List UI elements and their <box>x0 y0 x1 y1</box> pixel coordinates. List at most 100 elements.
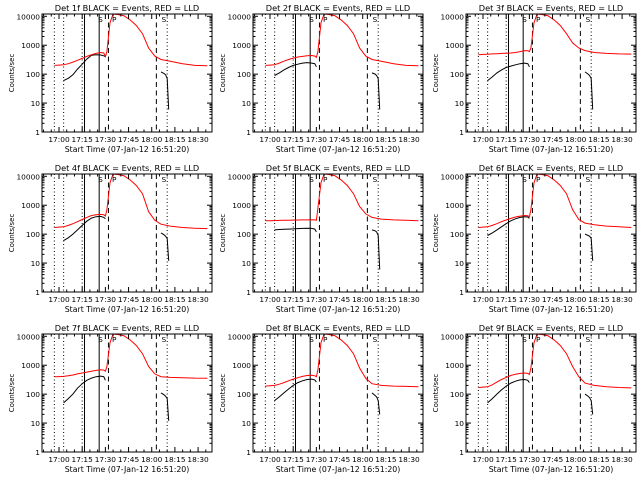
y-tick-label: 10 <box>455 99 465 108</box>
plot-frame <box>465 13 637 133</box>
x-tick-label: 18:30 <box>611 455 633 464</box>
x-tick-label: 18:15 <box>588 135 610 144</box>
x-axis-title: Start Time (07-Jan-12 16:51:20) <box>489 465 614 474</box>
series-events <box>63 375 170 421</box>
x-tick-label: 17:30 <box>95 295 117 304</box>
x-tick-label: 18:15 <box>375 135 397 144</box>
series-line-lld <box>54 174 208 230</box>
series-line-lld <box>478 334 632 389</box>
y-tick-label: 1 <box>246 448 251 457</box>
x-tick-label: 17:45 <box>118 455 140 464</box>
y-tick-label: 1 <box>35 448 40 457</box>
series-events <box>274 62 381 110</box>
panel-title: Det 9f BLACK = Events, RED = LLD <box>479 323 623 333</box>
series-line-events-tail <box>160 71 170 110</box>
y-axis-title: Counts/sec <box>219 374 227 413</box>
panel-title: Det 6f BLACK = Events, RED = LLD <box>479 163 623 173</box>
series-line-events <box>63 54 106 82</box>
x-tick-label: 17:15 <box>283 295 305 304</box>
x-tick-label: 18:00 <box>352 135 374 144</box>
x-tick-label: 17:45 <box>329 295 351 304</box>
series-events <box>487 62 594 110</box>
y-tick-label: 10 <box>242 99 252 108</box>
x-axis-title: Start Time (07-Jan-12 16:51:20) <box>489 145 614 154</box>
y-axis-title: Counts/sec <box>432 54 440 93</box>
y-tick-label: 10 <box>242 259 252 268</box>
y-tick-label: 10000 <box>227 172 251 181</box>
y-axis-title: Counts/sec <box>432 214 440 253</box>
x-tick-label: 18:15 <box>375 295 397 304</box>
attenuator-marker: S <box>585 335 590 344</box>
y-axis-title: Counts/sec <box>8 374 16 413</box>
panel-title: Det 5f BLACK = Events, RED = LLD <box>266 163 410 173</box>
series-line-lld <box>265 334 419 388</box>
y-tick-label: 1000 <box>21 41 40 50</box>
attenuator-marker: P <box>323 175 328 184</box>
plot-frame <box>465 333 637 453</box>
series-events <box>487 378 594 415</box>
x-tick-label: 17:30 <box>95 455 117 464</box>
x-tick-label: 17:45 <box>329 135 351 144</box>
y-tick-label: 10000 <box>440 12 464 21</box>
y-tick-label: 10 <box>31 419 41 428</box>
y-tick-label: 10000 <box>440 172 464 181</box>
x-axis-title: Start Time (07-Jan-12 16:51:20) <box>65 465 190 474</box>
series-line-events-tail <box>371 392 381 415</box>
x-tick-label: 18:00 <box>565 295 587 304</box>
attenuator-marker: S <box>372 335 377 344</box>
y-tick-label: 1000 <box>21 361 40 370</box>
y-tick-label: 100 <box>450 390 464 399</box>
x-tick-label: 17:15 <box>496 295 518 304</box>
x-tick-label: 18:15 <box>375 455 397 464</box>
plot-frame <box>41 333 213 453</box>
x-tick-label: 17:45 <box>118 295 140 304</box>
series-line-lld <box>478 174 632 228</box>
x-tick-label: 17:45 <box>329 455 351 464</box>
panel-title: Det 2f BLACK = Events, RED = LLD <box>266 3 410 13</box>
x-tick-label: 17:00 <box>472 455 494 464</box>
plot-frame <box>252 13 424 133</box>
y-tick-label: 10 <box>455 259 465 268</box>
series-lld <box>478 174 632 228</box>
attenuator-marker: P <box>112 15 117 24</box>
x-tick-label: 17:30 <box>306 455 328 464</box>
series-line-lld <box>265 14 419 67</box>
series-events <box>63 215 170 261</box>
y-tick-label: 1000 <box>232 361 251 370</box>
series-line-events-tail <box>584 393 594 415</box>
x-tick-label: 17:45 <box>542 295 564 304</box>
y-tick-label: 1000 <box>21 201 40 210</box>
attenuator-marker: P <box>536 175 541 184</box>
series-line-events-tail <box>584 233 594 261</box>
x-tick-label: 17:30 <box>95 135 117 144</box>
x-axis-title: Start Time (07-Jan-12 16:51:20) <box>65 305 190 314</box>
x-tick-label: 18:15 <box>164 455 186 464</box>
x-tick-label: 18:30 <box>611 295 633 304</box>
x-axis-title: Start Time (07-Jan-12 16:51:20) <box>65 145 190 154</box>
y-tick-label: 10000 <box>440 332 464 341</box>
y-tick-label: 100 <box>450 70 464 79</box>
series-events <box>63 54 170 110</box>
y-tick-label: 10000 <box>227 12 251 21</box>
series-line-events <box>487 216 530 236</box>
series-events <box>274 378 381 415</box>
x-axis-title: Start Time (07-Jan-12 16:51:20) <box>489 305 614 314</box>
y-tick-label: 10 <box>31 259 41 268</box>
series-line-events <box>63 375 106 404</box>
y-tick-label: 1 <box>246 288 251 297</box>
attenuator-marker: S <box>522 335 527 344</box>
panel-title: Det 1f BLACK = Events, RED = LLD <box>55 3 199 13</box>
attenuator-marker: S <box>309 175 314 184</box>
x-tick-label: 17:15 <box>283 455 305 464</box>
attenuator-marker: S <box>372 175 377 184</box>
series-lld <box>54 14 208 67</box>
x-tick-label: 17:15 <box>496 455 518 464</box>
series-lld <box>478 334 632 389</box>
y-tick-label: 1 <box>459 128 464 137</box>
